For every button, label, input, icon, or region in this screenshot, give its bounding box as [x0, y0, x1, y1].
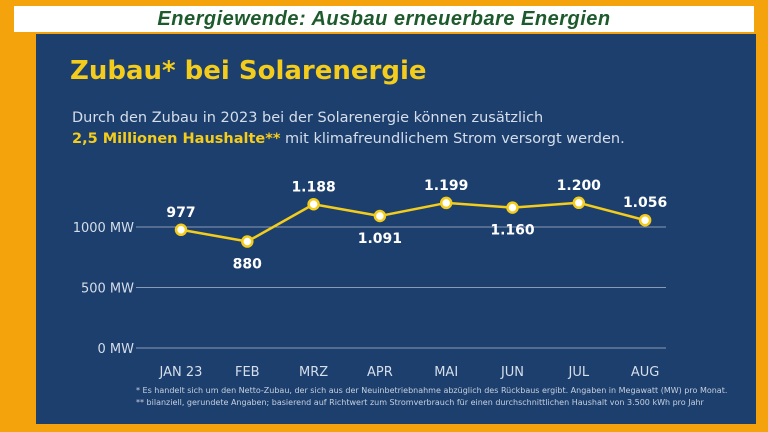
series-layer: [180, 201, 646, 243]
data-point: [638, 213, 652, 227]
banner-title: Energiewende: Ausbau erneuerbare Energie…: [157, 7, 611, 30]
data-label: 977: [166, 205, 195, 221]
data-label: 1.160: [490, 223, 535, 239]
data-label: 1.199: [424, 178, 468, 194]
x-tick-label: JUL: [568, 365, 590, 380]
footnote-1: * Es handelt sich um den Netto-Zubau, de…: [136, 386, 728, 395]
x-tick-label: FEB: [235, 365, 260, 380]
x-axis-ticks: JAN 23 FEB MRZ APR MAI JUN JUL AUG: [159, 365, 660, 380]
subtitle-line-2: 2,5 Millionen Haushalte** mit klimafreun…: [72, 129, 732, 150]
y-axis-ticks: 0 MW 500 MW 1000 MW: [73, 221, 134, 357]
x-tick-label: MRZ: [299, 365, 328, 380]
series-line: [180, 201, 646, 243]
header-banner: Energiewende: Ausbau erneuerbare Energie…: [14, 6, 754, 32]
data-labels-layer: 977 880 1.188 1.091 1.199 1.160 1.200 1.056: [166, 178, 667, 273]
data-point: [506, 201, 519, 214]
data-point: [439, 196, 453, 210]
chart-subtitle: Durch den Zubau in 2023 bei der Solarene…: [72, 108, 732, 150]
subtitle-rest: mit klimafreundlichem Strom versorgt wer…: [280, 131, 625, 147]
data-point: [572, 196, 586, 210]
grid-layer: [136, 226, 666, 349]
data-label: 1.091: [358, 231, 402, 247]
y-tick-label: 0 MW: [98, 342, 135, 357]
data-point: [174, 223, 188, 237]
subtitle-line-1: Durch den Zubau in 2023 bei der Solarene…: [72, 110, 544, 126]
data-point: [307, 198, 320, 211]
points-layer: [174, 196, 652, 248]
y-tick-label: 500 MW: [81, 282, 134, 297]
data-label: 1.056: [623, 195, 667, 211]
data-label: 1.200: [557, 178, 602, 194]
infographic-panel: Zubau* bei Solarenergie Durch den Zubau …: [36, 34, 756, 424]
x-tick-label: MAI: [434, 365, 458, 380]
chart-title: Zubau* bei Solarenergie: [70, 56, 427, 86]
y-tick-label: 1000 MW: [73, 221, 134, 236]
x-tick-label: JAN 23: [159, 365, 203, 380]
footnote-2: ** bilanziell, gerundete Angaben; basier…: [136, 398, 704, 407]
x-tick-label: APR: [367, 365, 393, 380]
data-point: [373, 209, 387, 223]
data-point: [241, 235, 254, 248]
data-label: 1.188: [291, 179, 335, 195]
x-tick-label: AUG: [631, 365, 659, 380]
subtitle-highlight: 2,5 Millionen Haushalte**: [72, 131, 281, 147]
x-tick-label: JUN: [500, 365, 524, 380]
data-label: 880: [233, 257, 262, 273]
